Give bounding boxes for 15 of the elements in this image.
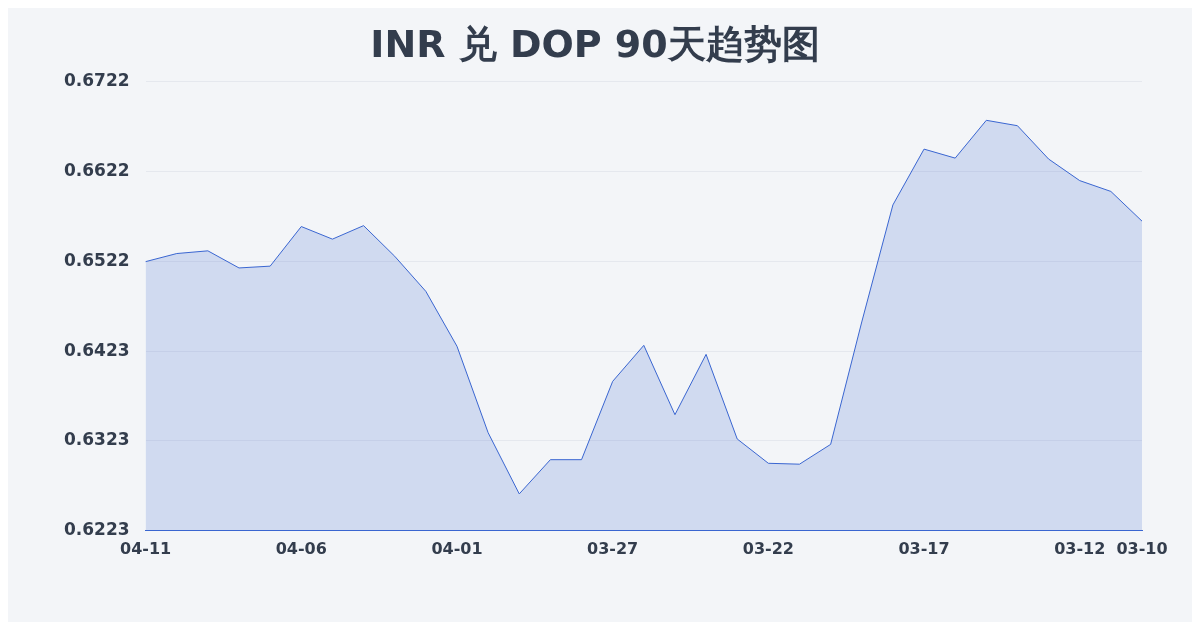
y-tick-label: 0.6323 (63, 429, 130, 450)
y-tick-label: 0.6223 (63, 519, 130, 540)
x-tick-label: 03-12 (1054, 538, 1106, 558)
x-tick-label: 04-11 (120, 538, 172, 558)
x-tick-label: 04-06 (275, 538, 327, 558)
x-tick-label: 03-10 (1116, 538, 1168, 558)
y-tick-label: 0.6722 (63, 70, 130, 91)
x-tick-label: 04-01 (431, 538, 483, 558)
x-tick-label: 03-22 (742, 538, 794, 558)
x-tick-label: 03-27 (587, 538, 639, 558)
y-tick-label: 0.6622 (63, 159, 130, 180)
x-tick-label: 03-17 (898, 538, 950, 558)
chart-title: INR 兑 DOP 90天趋势图 (370, 21, 820, 66)
y-tick-label: 0.6423 (63, 339, 130, 360)
y-tick-label: 0.6522 (63, 249, 130, 270)
